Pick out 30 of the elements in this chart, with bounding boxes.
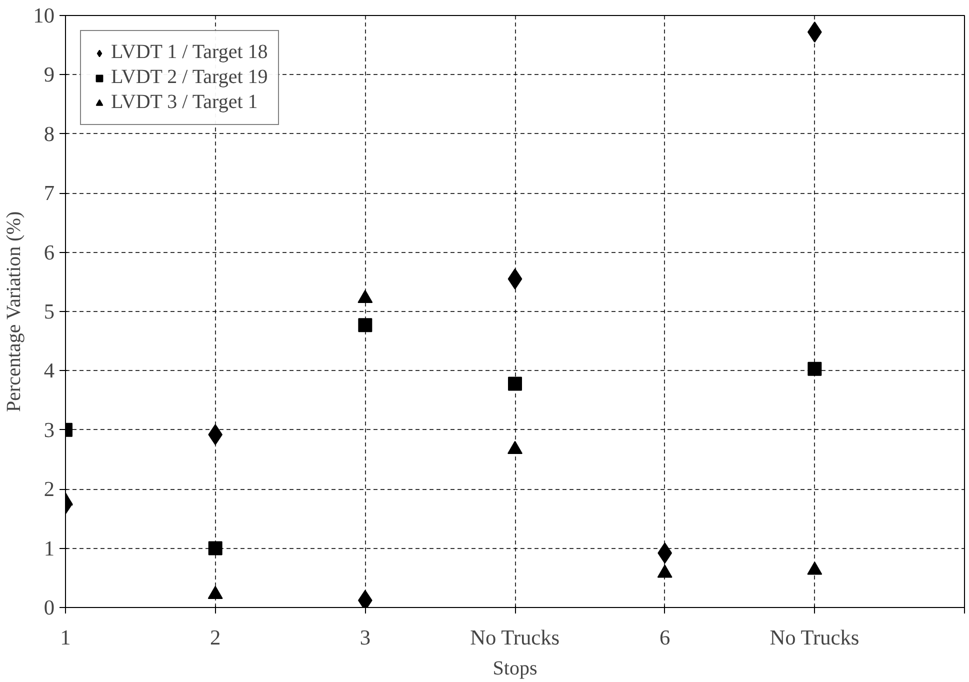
y-tick-label: 9: [44, 62, 55, 87]
point: [808, 362, 822, 376]
legend-label: LVDT 1 / Target 18: [111, 41, 268, 64]
x-tick-label: 1: [60, 626, 71, 650]
x-tick-label: No Trucks: [470, 626, 560, 650]
y-tick-label: 0: [44, 596, 55, 620]
y-tick-label: 7: [44, 181, 55, 206]
y-tick-label: 8: [44, 122, 55, 146]
point: [807, 562, 822, 575]
x-axis-title: Stops: [492, 658, 538, 680]
point: [208, 541, 222, 556]
legend-label: LVDT 3 / Target 1: [111, 91, 258, 114]
point: [657, 564, 672, 578]
point: [358, 318, 372, 332]
point: [508, 376, 522, 391]
x-tick-label: 6: [660, 626, 670, 650]
y-tick-label: 2: [44, 477, 55, 502]
y-tick-label: 6: [44, 240, 55, 264]
legend-label: LVDT 2 / Target 19: [111, 66, 268, 89]
y-tick-label: 5: [44, 300, 55, 324]
y-tick-label: 4: [44, 358, 55, 383]
x-tick-label: No Trucks: [770, 626, 860, 650]
y-tick-label: 3: [44, 418, 55, 442]
x-tick-label: 3: [360, 626, 371, 650]
y-tick-label: 10: [33, 4, 54, 28]
point: [508, 440, 522, 454]
x-tick-label: 2: [210, 626, 221, 650]
y-axis-title: Percentage Variation (%): [3, 211, 26, 412]
point: [208, 586, 223, 600]
y-tick-label: 1: [44, 536, 55, 560]
